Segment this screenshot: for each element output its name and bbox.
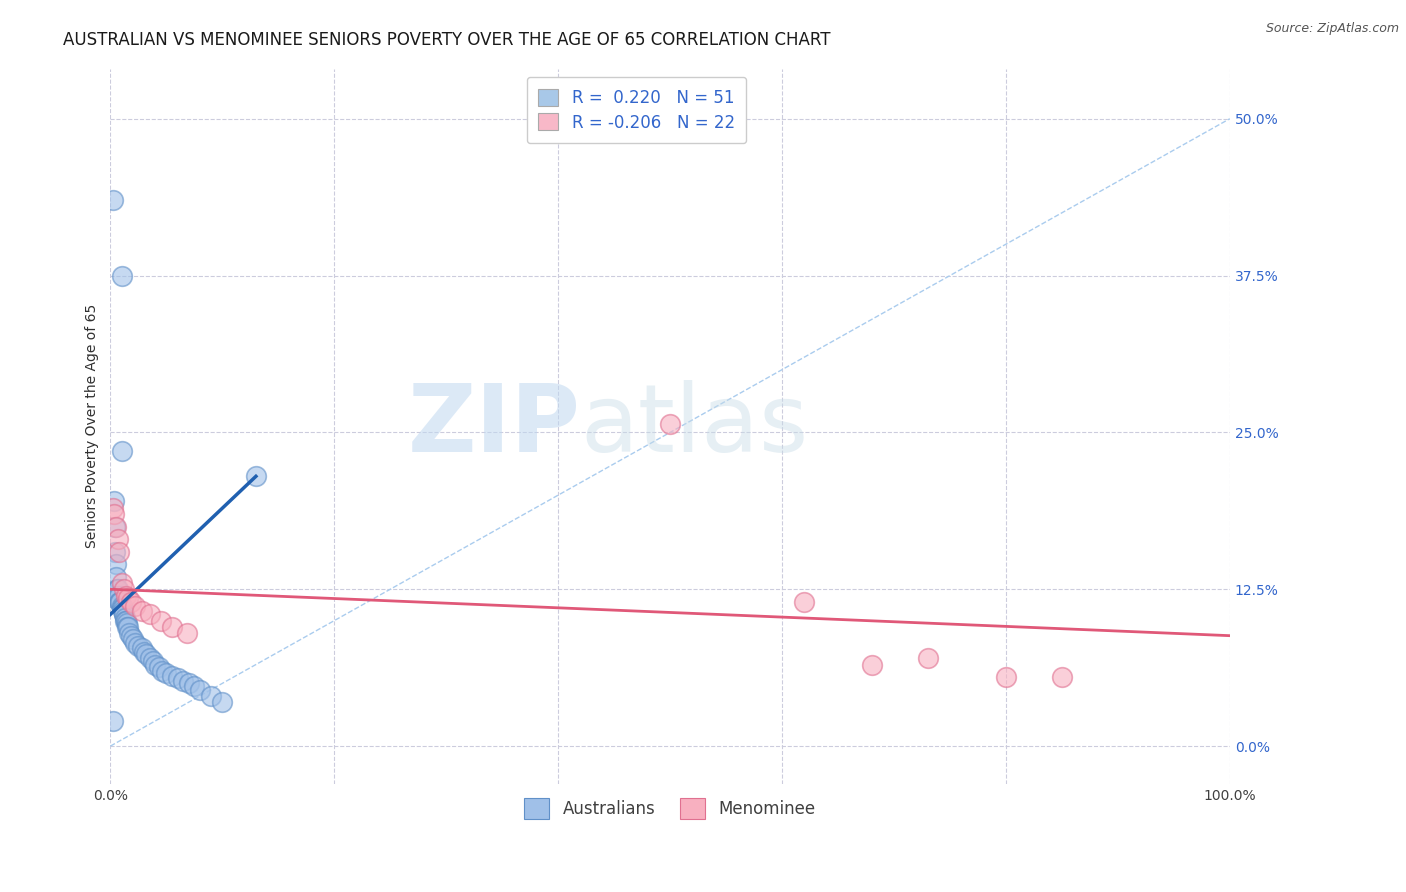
- Point: [142, 654, 165, 668]
- Point: [111, 601, 134, 615]
- Point: [135, 648, 157, 662]
- Point: [111, 604, 134, 618]
- Point: [132, 645, 155, 659]
- Point: [110, 595, 132, 609]
- Text: atlas: atlas: [581, 380, 808, 472]
- Point: [120, 629, 142, 643]
- Point: [114, 611, 136, 625]
- Point: [172, 673, 194, 688]
- Point: [138, 607, 160, 622]
- Point: [115, 616, 138, 631]
- Point: [124, 599, 146, 613]
- Point: [131, 641, 153, 656]
- Point: [110, 576, 132, 591]
- Point: [107, 589, 129, 603]
- Point: [110, 601, 132, 615]
- Point: [105, 519, 128, 533]
- Point: [211, 695, 233, 709]
- Point: [118, 626, 141, 640]
- Point: [115, 614, 138, 628]
- Point: [103, 494, 125, 508]
- Point: [107, 582, 129, 597]
- Point: [166, 671, 188, 685]
- Point: [200, 689, 222, 703]
- Point: [176, 626, 198, 640]
- Point: [245, 469, 267, 483]
- Point: [120, 595, 142, 609]
- Point: [115, 620, 138, 634]
- Point: [110, 599, 132, 613]
- Point: [121, 632, 143, 647]
- Point: [160, 620, 183, 634]
- Point: [110, 268, 132, 283]
- Point: [103, 507, 125, 521]
- Y-axis label: Seniors Poverty Over the Age of 65: Seniors Poverty Over the Age of 65: [86, 304, 100, 549]
- Point: [101, 500, 124, 515]
- Point: [117, 591, 139, 605]
- Point: [105, 570, 128, 584]
- Point: [917, 651, 939, 665]
- Point: [108, 544, 131, 558]
- Point: [188, 682, 211, 697]
- Point: [127, 639, 149, 653]
- Point: [143, 657, 166, 672]
- Point: [105, 557, 128, 571]
- Point: [112, 607, 135, 622]
- Point: [860, 657, 883, 672]
- Legend: Australians, Menominee: Australians, Menominee: [517, 792, 823, 825]
- Point: [155, 666, 177, 681]
- Point: [101, 714, 124, 728]
- Text: AUSTRALIAN VS MENOMINEE SENIORS POVERTY OVER THE AGE OF 65 CORRELATION CHART: AUSTRALIAN VS MENOMINEE SENIORS POVERTY …: [63, 31, 831, 49]
- Point: [150, 664, 173, 678]
- Point: [117, 620, 139, 634]
- Point: [112, 607, 135, 622]
- Point: [994, 670, 1017, 684]
- Point: [148, 660, 170, 674]
- Point: [104, 519, 127, 533]
- Point: [114, 614, 136, 628]
- Point: [160, 669, 183, 683]
- Point: [115, 589, 138, 603]
- Point: [105, 582, 128, 597]
- Text: Source: ZipAtlas.com: Source: ZipAtlas.com: [1265, 22, 1399, 36]
- Point: [149, 614, 172, 628]
- Point: [659, 417, 682, 431]
- Point: [1050, 670, 1073, 684]
- Point: [110, 444, 132, 458]
- Point: [107, 532, 129, 546]
- Point: [793, 595, 815, 609]
- Point: [183, 679, 205, 693]
- Point: [112, 582, 135, 597]
- Point: [124, 636, 146, 650]
- Point: [110, 595, 132, 609]
- Point: [101, 194, 124, 208]
- Point: [138, 651, 160, 665]
- Point: [108, 589, 131, 603]
- Point: [131, 604, 153, 618]
- Point: [177, 676, 200, 690]
- Point: [104, 544, 127, 558]
- Point: [108, 595, 131, 609]
- Text: ZIP: ZIP: [408, 380, 581, 472]
